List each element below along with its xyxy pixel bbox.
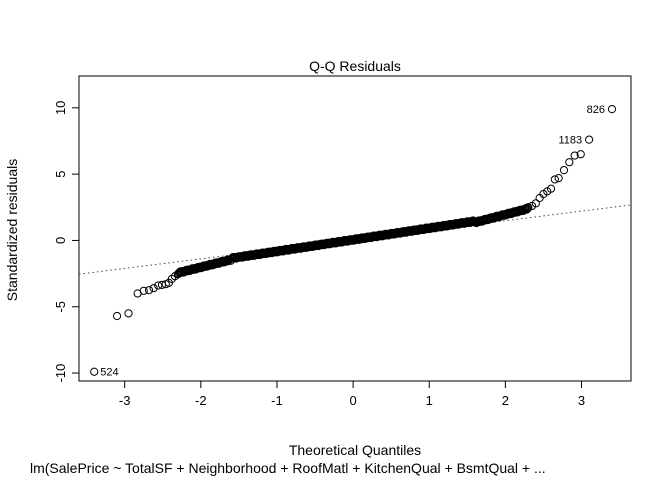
x-axis-label: Theoretical Quantiles bbox=[289, 442, 421, 458]
data-point bbox=[523, 204, 532, 213]
x-tick-label: 3 bbox=[578, 393, 585, 408]
data-point bbox=[554, 174, 563, 183]
data-point bbox=[565, 158, 574, 167]
point-labels: 826 1183 524 bbox=[100, 104, 605, 379]
x-tick-label: -2 bbox=[195, 393, 207, 408]
data-point bbox=[531, 199, 540, 208]
y-axis-label: Standardized residuals bbox=[4, 159, 20, 301]
data-point bbox=[546, 184, 556, 193]
data-point bbox=[144, 286, 154, 295]
data-point bbox=[576, 150, 585, 159]
x-tick-label: -1 bbox=[271, 393, 283, 408]
data-point bbox=[149, 284, 158, 293]
points-layer bbox=[90, 105, 617, 376]
data-point bbox=[607, 105, 617, 114]
x-tick-label: 2 bbox=[502, 393, 509, 408]
x-tick-label: 1 bbox=[426, 393, 433, 408]
data-point bbox=[559, 166, 569, 175]
data-point bbox=[90, 367, 99, 376]
y-tick-label: -10 bbox=[53, 364, 68, 383]
data-point bbox=[522, 205, 531, 214]
data-point bbox=[524, 203, 533, 212]
y-tick-label: 0 bbox=[53, 237, 68, 244]
y-tick-label: -5 bbox=[53, 301, 68, 313]
data-point bbox=[124, 309, 133, 318]
data-point bbox=[154, 281, 163, 290]
data-point bbox=[173, 270, 183, 279]
x-tick-label: 0 bbox=[349, 393, 356, 408]
point-label-1183: 1183 bbox=[558, 135, 582, 147]
chart-title: Q-Q Residuals bbox=[309, 58, 401, 74]
point-label-524: 524 bbox=[100, 367, 118, 379]
data-point bbox=[139, 286, 148, 295]
data-point bbox=[550, 175, 559, 184]
model-formula-subtitle: lm(SalePrice ~ TotalSF + Neighborhood + … bbox=[30, 460, 546, 476]
y-tick-label: 5 bbox=[53, 171, 68, 178]
reference-line bbox=[78, 204, 632, 275]
y-tick-label: 10 bbox=[53, 101, 68, 115]
plot-frame bbox=[78, 75, 632, 382]
x-tick-label: -3 bbox=[119, 393, 131, 408]
point-label-826: 826 bbox=[587, 104, 605, 116]
data-point bbox=[585, 135, 594, 144]
data-point bbox=[519, 205, 529, 215]
data-point bbox=[112, 311, 122, 321]
data-point bbox=[570, 151, 579, 160]
